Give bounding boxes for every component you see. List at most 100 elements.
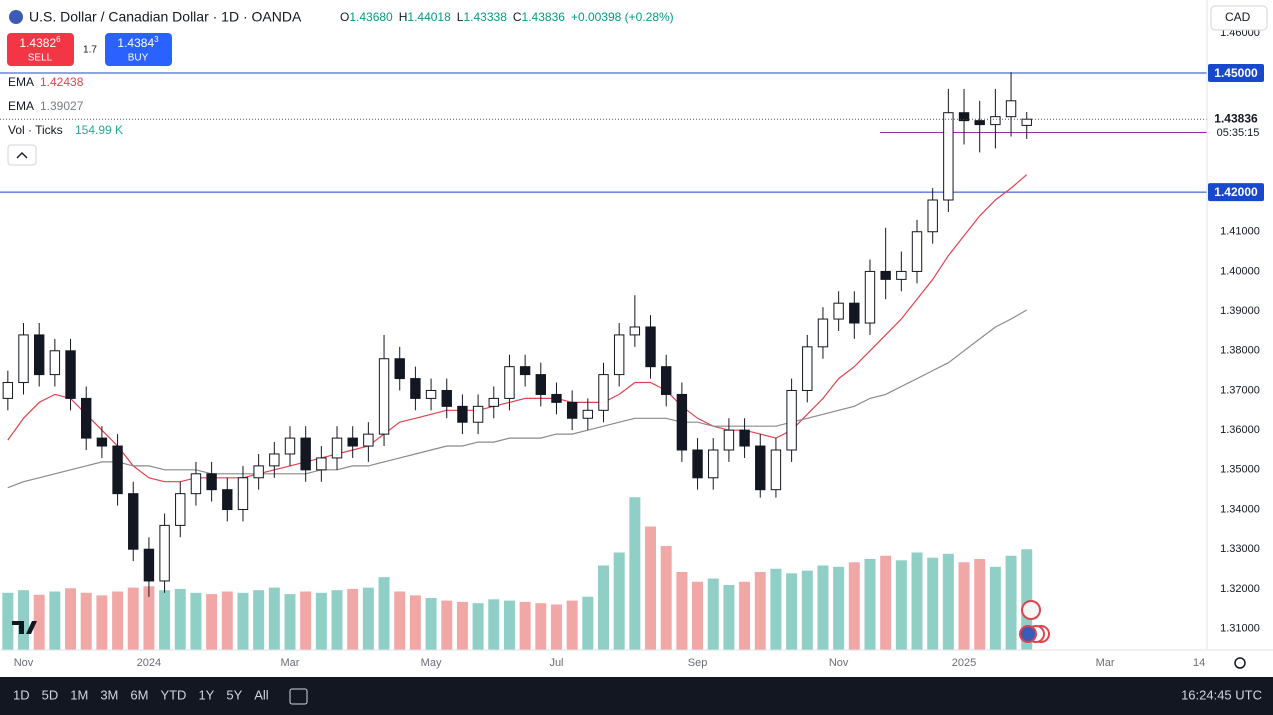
- volume-bar: [692, 581, 704, 650]
- x-tick-label: Nov: [14, 657, 34, 669]
- volume-bar: [127, 587, 139, 650]
- candle-body: [81, 397, 92, 439]
- ema-name: EMA: [8, 99, 34, 113]
- last-price-badge: [1208, 110, 1264, 145]
- price-axis-labels: 1.31000 1.32000 1.33000 1.34000 1.35000 1.360…: [1208, 27, 1264, 634]
- volume-bar: [660, 546, 672, 650]
- settings-icon[interactable]: [1234, 657, 1246, 669]
- ohlc-value: 1.43338: [463, 10, 507, 24]
- calendar-icon[interactable]: [289, 688, 308, 705]
- buy-price-pip[interactable]: 3: [154, 35, 159, 44]
- candle-body: [33, 334, 45, 376]
- candle-body: [802, 346, 813, 391]
- candle-body: [582, 409, 594, 419]
- candle-body: [566, 401, 578, 419]
- candle-body: [943, 112, 954, 201]
- volume-bar: [582, 596, 594, 650]
- volume-bar: [911, 552, 923, 650]
- range-button[interactable]: 3M: [100, 687, 118, 702]
- sell-price-main[interactable]: 1.4382: [19, 36, 56, 50]
- sell-label[interactable]: SELL: [28, 53, 53, 64]
- range-button[interactable]: 5Y: [226, 687, 242, 702]
- range-button[interactable]: 1M: [70, 687, 88, 702]
- volume-bar: [206, 594, 218, 650]
- range-button[interactable]: YTD: [160, 687, 186, 702]
- candle-body: [347, 437, 358, 447]
- currency-button[interactable]: [1210, 5, 1268, 31]
- volume-bar: [112, 591, 124, 650]
- volume-bar: [300, 591, 312, 650]
- volume-bar: [629, 497, 641, 650]
- candle-body: [378, 358, 390, 435]
- currency[interactable]: CAD: [1225, 10, 1251, 24]
- candle-body: [817, 318, 829, 348]
- volume-bar: [18, 590, 29, 650]
- volume-bar: [425, 598, 437, 650]
- range-button[interactable]: 1D: [13, 687, 30, 702]
- range-button[interactable]: 6M: [130, 687, 148, 702]
- volume-bar: [159, 590, 171, 650]
- volume-bar: [535, 603, 547, 650]
- buy-price-main[interactable]: 1.4384: [117, 36, 154, 50]
- candle-body: [927, 199, 938, 233]
- y-tick-label: 1.36000: [1220, 424, 1260, 436]
- volume-bar: [707, 578, 719, 650]
- sell-price[interactable]: 1.43826: [19, 35, 61, 50]
- candle-body: [786, 389, 797, 451]
- range-button[interactable]: 1Y: [198, 687, 214, 702]
- buy-label[interactable]: BUY: [128, 53, 149, 64]
- volume-bar: [817, 565, 829, 650]
- sell-price-pip[interactable]: 6: [56, 35, 61, 44]
- candle-body: [206, 473, 217, 491]
- spread: 1.7: [83, 45, 97, 56]
- buy-button[interactable]: [105, 33, 172, 66]
- x-tick-label: 2024: [137, 657, 161, 669]
- candle-body: [112, 445, 123, 495]
- volume-bar: [190, 592, 202, 650]
- volume-bar: [864, 559, 876, 650]
- candle-body: [269, 453, 280, 467]
- ema-line: [7, 309, 1027, 489]
- candle-body: [660, 366, 672, 395]
- volume-bar: [315, 592, 327, 650]
- volume-bar: [221, 591, 233, 650]
- volume-bar: [456, 601, 468, 650]
- x-tick-label: May: [421, 657, 442, 669]
- y-tick-label: 1.40000: [1220, 265, 1260, 277]
- clock: 16:24:45 UTC: [1181, 687, 1262, 702]
- range-button[interactable]: 5D: [42, 687, 59, 702]
- collapse-button[interactable]: [7, 144, 37, 166]
- range-button[interactable]: All: [254, 687, 269, 702]
- candle-body: [253, 465, 264, 479]
- candle-body: [2, 382, 14, 399]
- volume-bar: [49, 591, 61, 650]
- candle-body: [175, 493, 186, 526]
- candle-body: [519, 366, 531, 376]
- ema-name: EMA: [8, 75, 34, 89]
- candle-body: [629, 326, 641, 336]
- volume-bar: [895, 560, 907, 650]
- volume-bar: [472, 603, 484, 650]
- candle-body: [833, 302, 844, 320]
- volume-bar: [754, 572, 766, 650]
- sell-button[interactable]: [7, 33, 74, 66]
- volume-bar: [958, 562, 970, 650]
- volume-bar: [503, 600, 515, 650]
- volume-bar: [848, 562, 860, 650]
- volume-name: Vol · Ticks: [8, 123, 63, 137]
- collapse-icon[interactable]: [16, 152, 28, 159]
- event-flag[interactable]: [1021, 600, 1041, 620]
- buy-price[interactable]: 1.43843: [117, 35, 159, 50]
- y-tick-label: 1.35000: [1220, 464, 1260, 476]
- event-flag[interactable]: [1019, 625, 1037, 643]
- price-badge: [1208, 64, 1264, 83]
- volume-bar: [80, 592, 92, 650]
- candle-body: [739, 429, 750, 447]
- last-price-label: 1.43836: [1214, 111, 1258, 125]
- candle-body: [598, 374, 609, 411]
- candle-body: [1005, 100, 1017, 118]
- volume-bar: [378, 577, 390, 650]
- ohlc-label: C: [513, 10, 522, 24]
- ohlc-label: O: [340, 10, 349, 24]
- candle-body: [880, 270, 891, 280]
